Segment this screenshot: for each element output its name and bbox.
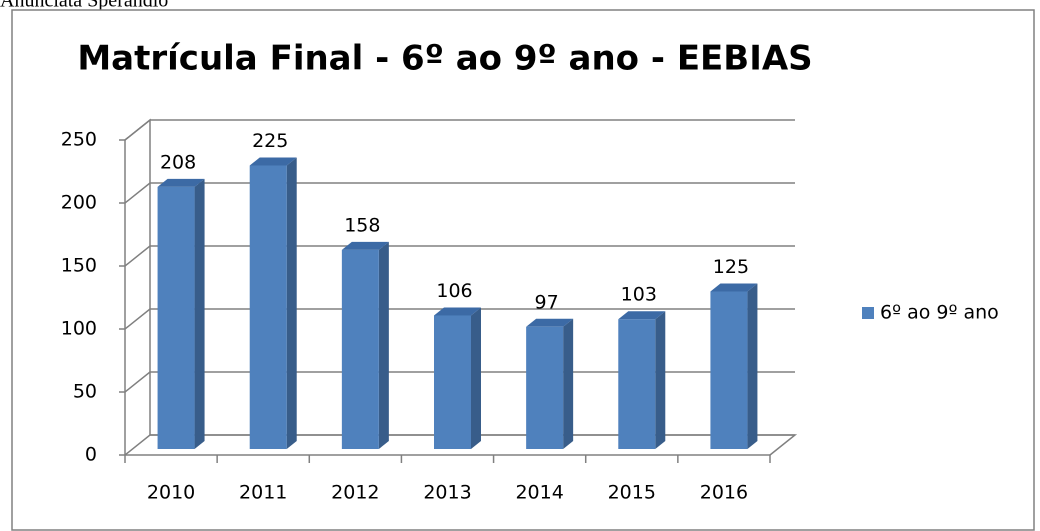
bar bbox=[526, 318, 574, 449]
data-label: 106 bbox=[436, 280, 472, 302]
bar-top bbox=[526, 318, 574, 327]
bar-front bbox=[526, 326, 564, 449]
header-text: Anunciata Sperandio bbox=[0, 0, 168, 12]
bar-top bbox=[341, 241, 389, 250]
bar-side bbox=[471, 307, 481, 449]
bar-top bbox=[618, 311, 666, 320]
grid-line bbox=[124, 119, 795, 141]
grid-line bbox=[124, 308, 795, 330]
bar-front bbox=[710, 291, 748, 449]
x-tick-label: 2010 bbox=[147, 482, 195, 504]
bar-side bbox=[378, 241, 389, 449]
data-label: 97 bbox=[535, 291, 559, 313]
bar-front bbox=[157, 186, 195, 450]
bar-top bbox=[710, 283, 758, 292]
grid-line bbox=[124, 182, 795, 204]
y-tick-label: 150 bbox=[61, 255, 97, 277]
x-tick-label: 2011 bbox=[239, 482, 287, 504]
bar-side bbox=[655, 311, 666, 449]
bar-side bbox=[194, 178, 205, 450]
bar bbox=[618, 311, 666, 449]
bar bbox=[249, 157, 297, 449]
y-tick-label: 250 bbox=[61, 129, 97, 151]
grid-line bbox=[124, 371, 795, 393]
bar-top bbox=[249, 157, 297, 166]
chart-title: Matrícula Final - 6º ao 9º ano - EEBIAS bbox=[77, 39, 812, 79]
bar-front bbox=[618, 319, 656, 449]
x-tick-label: 2016 bbox=[700, 482, 748, 504]
y-tick-label: 200 bbox=[61, 192, 97, 214]
grid-line bbox=[124, 245, 795, 267]
data-label: 208 bbox=[160, 151, 196, 173]
legend-swatch bbox=[862, 307, 874, 319]
bar-top bbox=[157, 178, 205, 187]
bar bbox=[341, 241, 389, 449]
legend-label: 6º ao 9º ano bbox=[880, 302, 999, 324]
bar-top bbox=[434, 307, 481, 316]
data-label: 125 bbox=[713, 256, 749, 278]
x-tick-label: 2013 bbox=[423, 482, 471, 504]
y-tick-label: 50 bbox=[73, 381, 97, 403]
bar-front bbox=[249, 165, 287, 449]
bar-front bbox=[341, 249, 379, 449]
bar-side bbox=[286, 157, 297, 449]
y-tick-label: 100 bbox=[61, 318, 97, 340]
bar-side bbox=[747, 283, 758, 449]
y-tick-label: 0 bbox=[85, 444, 97, 466]
bar-front bbox=[434, 315, 471, 449]
bar bbox=[710, 283, 758, 449]
bar bbox=[157, 178, 205, 450]
x-tick-label: 2012 bbox=[331, 482, 379, 504]
data-label: 225 bbox=[252, 130, 288, 152]
x-tick-label: 2015 bbox=[608, 482, 656, 504]
bar bbox=[434, 307, 481, 449]
bar-side bbox=[563, 318, 574, 449]
data-label: 103 bbox=[621, 284, 657, 306]
x-tick-label: 2014 bbox=[515, 482, 563, 504]
data-label: 158 bbox=[344, 214, 380, 236]
grid-line bbox=[124, 434, 795, 456]
